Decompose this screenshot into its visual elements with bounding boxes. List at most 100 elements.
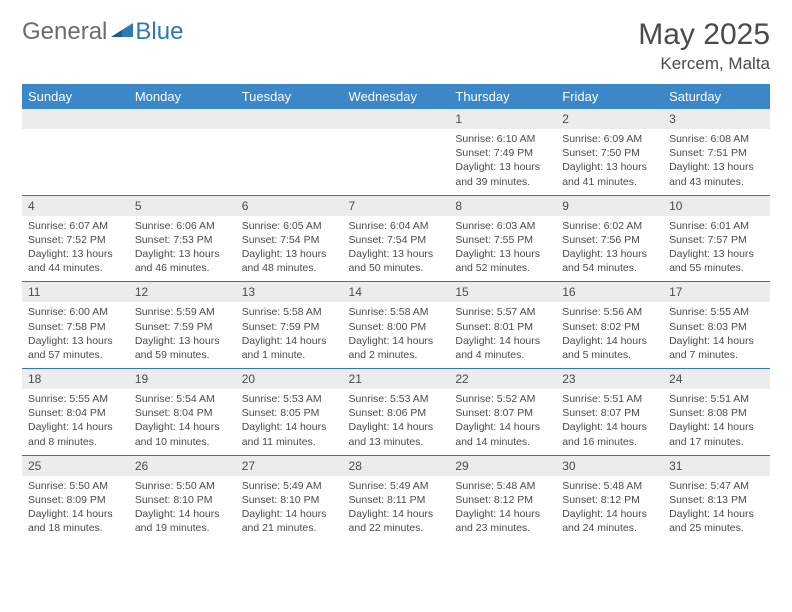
sunset-text: Sunset: 8:12 PM — [562, 493, 657, 507]
day-header: Monday — [129, 84, 236, 109]
day-content-row: Sunrise: 6:10 AMSunset: 7:49 PMDaylight:… — [22, 129, 770, 195]
day-header: Friday — [556, 84, 663, 109]
day-header: Sunday — [22, 84, 129, 109]
day-content-row: Sunrise: 5:55 AMSunset: 8:04 PMDaylight:… — [22, 389, 770, 455]
sunrise-text: Sunrise: 5:57 AM — [455, 305, 550, 319]
sunset-text: Sunset: 7:56 PM — [562, 233, 657, 247]
day-cell: Sunrise: 5:53 AMSunset: 8:05 PMDaylight:… — [236, 389, 343, 455]
sunset-text: Sunset: 8:04 PM — [28, 406, 123, 420]
sunset-text: Sunset: 8:08 PM — [669, 406, 764, 420]
day-number-row: 18192021222324 — [22, 369, 770, 390]
day-number: 19 — [129, 369, 236, 390]
header: General Blue May 2025 Kercem, Malta — [22, 18, 770, 74]
daylight-text: Daylight: 13 hours and 44 minutes. — [28, 247, 123, 275]
sunset-text: Sunset: 7:52 PM — [28, 233, 123, 247]
daylight-text: Daylight: 14 hours and 24 minutes. — [562, 507, 657, 535]
daylight-text: Daylight: 14 hours and 19 minutes. — [135, 507, 230, 535]
location: Kercem, Malta — [638, 54, 770, 74]
day-number: 28 — [343, 455, 450, 476]
day-content-row: Sunrise: 6:00 AMSunset: 7:58 PMDaylight:… — [22, 302, 770, 368]
sunrise-text: Sunrise: 5:48 AM — [562, 479, 657, 493]
day-number: 5 — [129, 195, 236, 216]
daylight-text: Daylight: 14 hours and 16 minutes. — [562, 420, 657, 448]
daylight-text: Daylight: 13 hours and 52 minutes. — [455, 247, 550, 275]
day-number: 3 — [663, 109, 770, 129]
sunrise-text: Sunrise: 6:02 AM — [562, 219, 657, 233]
day-cell: Sunrise: 5:53 AMSunset: 8:06 PMDaylight:… — [343, 389, 450, 455]
sunset-text: Sunset: 7:54 PM — [349, 233, 444, 247]
day-cell: Sunrise: 5:54 AMSunset: 8:04 PMDaylight:… — [129, 389, 236, 455]
day-number: 31 — [663, 455, 770, 476]
sunrise-text: Sunrise: 5:59 AM — [135, 305, 230, 319]
logo-triangle-icon — [111, 21, 133, 44]
sunset-text: Sunset: 8:13 PM — [669, 493, 764, 507]
day-cell: Sunrise: 5:52 AMSunset: 8:07 PMDaylight:… — [449, 389, 556, 455]
sunrise-text: Sunrise: 5:51 AM — [562, 392, 657, 406]
day-cell: Sunrise: 5:50 AMSunset: 8:09 PMDaylight:… — [22, 476, 129, 542]
day-content-row: Sunrise: 6:07 AMSunset: 7:52 PMDaylight:… — [22, 216, 770, 282]
sunrise-text: Sunrise: 5:47 AM — [669, 479, 764, 493]
day-number: 23 — [556, 369, 663, 390]
sunset-text: Sunset: 8:04 PM — [135, 406, 230, 420]
day-cell: Sunrise: 5:48 AMSunset: 8:12 PMDaylight:… — [556, 476, 663, 542]
sunset-text: Sunset: 7:50 PM — [562, 146, 657, 160]
day-cell: Sunrise: 5:50 AMSunset: 8:10 PMDaylight:… — [129, 476, 236, 542]
day-number: 17 — [663, 282, 770, 303]
day-cell: Sunrise: 6:07 AMSunset: 7:52 PMDaylight:… — [22, 216, 129, 282]
sunrise-text: Sunrise: 5:49 AM — [242, 479, 337, 493]
day-number: 1 — [449, 109, 556, 129]
day-header: Thursday — [449, 84, 556, 109]
sunrise-text: Sunrise: 6:08 AM — [669, 132, 764, 146]
daylight-text: Daylight: 13 hours and 39 minutes. — [455, 160, 550, 188]
day-header: Tuesday — [236, 84, 343, 109]
sunrise-text: Sunrise: 6:01 AM — [669, 219, 764, 233]
sunrise-text: Sunrise: 5:53 AM — [349, 392, 444, 406]
day-number: 25 — [22, 455, 129, 476]
day-cell: Sunrise: 6:01 AMSunset: 7:57 PMDaylight:… — [663, 216, 770, 282]
calendar-document: General Blue May 2025 Kercem, Malta Sund… — [0, 0, 792, 559]
sunset-text: Sunset: 8:12 PM — [455, 493, 550, 507]
day-number: 21 — [343, 369, 450, 390]
day-number: 9 — [556, 195, 663, 216]
sunset-text: Sunset: 7:59 PM — [135, 320, 230, 334]
daylight-text: Daylight: 13 hours and 50 minutes. — [349, 247, 444, 275]
sunrise-text: Sunrise: 5:51 AM — [669, 392, 764, 406]
day-cell: Sunrise: 6:10 AMSunset: 7:49 PMDaylight:… — [449, 129, 556, 195]
sunset-text: Sunset: 7:57 PM — [669, 233, 764, 247]
day-cell: Sunrise: 5:51 AMSunset: 8:07 PMDaylight:… — [556, 389, 663, 455]
title-block: May 2025 Kercem, Malta — [638, 18, 770, 74]
sunset-text: Sunset: 8:02 PM — [562, 320, 657, 334]
sunset-text: Sunset: 8:10 PM — [242, 493, 337, 507]
sunset-text: Sunset: 8:00 PM — [349, 320, 444, 334]
daylight-text: Daylight: 14 hours and 4 minutes. — [455, 334, 550, 362]
sunrise-text: Sunrise: 5:56 AM — [562, 305, 657, 319]
calendar-table: Sunday Monday Tuesday Wednesday Thursday… — [22, 84, 770, 541]
sunset-text: Sunset: 7:55 PM — [455, 233, 550, 247]
day-cell: Sunrise: 5:59 AMSunset: 7:59 PMDaylight:… — [129, 302, 236, 368]
day-content-row: Sunrise: 5:50 AMSunset: 8:09 PMDaylight:… — [22, 476, 770, 542]
day-cell — [22, 129, 129, 195]
day-cell: Sunrise: 5:47 AMSunset: 8:13 PMDaylight:… — [663, 476, 770, 542]
day-number: 4 — [22, 195, 129, 216]
daylight-text: Daylight: 13 hours and 41 minutes. — [562, 160, 657, 188]
sunrise-text: Sunrise: 5:53 AM — [242, 392, 337, 406]
sunrise-text: Sunrise: 5:49 AM — [349, 479, 444, 493]
logo: General Blue — [22, 18, 183, 46]
day-cell — [129, 129, 236, 195]
sunrise-text: Sunrise: 5:58 AM — [242, 305, 337, 319]
day-number: 30 — [556, 455, 663, 476]
daylight-text: Daylight: 14 hours and 1 minute. — [242, 334, 337, 362]
day-cell: Sunrise: 6:06 AMSunset: 7:53 PMDaylight:… — [129, 216, 236, 282]
day-number: 11 — [22, 282, 129, 303]
sunrise-text: Sunrise: 6:03 AM — [455, 219, 550, 233]
day-cell: Sunrise: 5:49 AMSunset: 8:11 PMDaylight:… — [343, 476, 450, 542]
day-number: 2 — [556, 109, 663, 129]
day-number: 7 — [343, 195, 450, 216]
daylight-text: Daylight: 13 hours and 55 minutes. — [669, 247, 764, 275]
sunrise-text: Sunrise: 5:50 AM — [28, 479, 123, 493]
daylight-text: Daylight: 14 hours and 8 minutes. — [28, 420, 123, 448]
daylight-text: Daylight: 14 hours and 7 minutes. — [669, 334, 764, 362]
day-number: 13 — [236, 282, 343, 303]
sunrise-text: Sunrise: 5:55 AM — [669, 305, 764, 319]
day-cell: Sunrise: 5:55 AMSunset: 8:04 PMDaylight:… — [22, 389, 129, 455]
